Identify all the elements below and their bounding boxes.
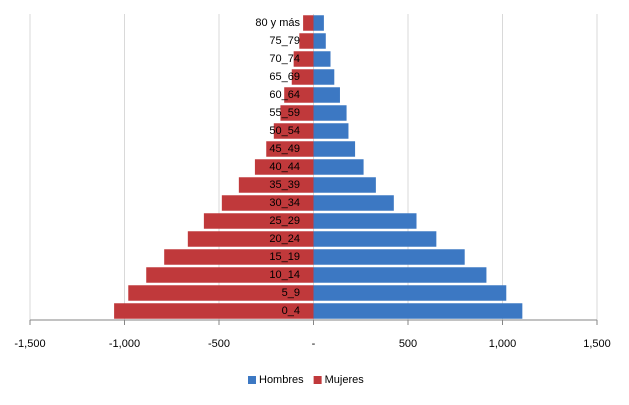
x-tick-label: 1,000 [489, 338, 517, 350]
y-tick-label: 20_24 [269, 233, 300, 245]
y-tick-label: 70_74 [269, 53, 300, 65]
bar [313, 33, 326, 49]
legend-swatch [313, 376, 322, 384]
y-tick-label: 80 y más [255, 17, 300, 29]
bar [313, 177, 376, 193]
bar [313, 15, 324, 31]
y-tick-label: 60_64 [269, 89, 300, 101]
y-tick-label: 65_69 [269, 71, 300, 83]
bar [254, 159, 314, 175]
bar [221, 195, 314, 211]
x-tick-label: - [312, 338, 316, 350]
x-tick-label: 1,500 [583, 338, 611, 350]
bar [128, 285, 314, 301]
bar [284, 87, 314, 103]
legend-item: Mujeres [313, 374, 365, 386]
bar [313, 51, 331, 67]
bar [164, 249, 314, 265]
y-tick-label: 30_34 [269, 197, 300, 209]
bar [299, 33, 314, 49]
bar [266, 141, 314, 157]
y-tick-label: 75_79 [269, 35, 300, 47]
bar [291, 69, 314, 85]
y-tick-label: 55_59 [269, 107, 300, 119]
y-tick-label: 10_14 [269, 269, 300, 281]
bar [303, 15, 314, 31]
bar [313, 69, 335, 85]
x-tick-label: -1,000 [109, 338, 140, 350]
bar [313, 249, 465, 265]
bar [187, 231, 314, 247]
y-tick-label: 45_49 [269, 143, 300, 155]
legend-swatch [248, 376, 256, 384]
bar [313, 231, 437, 247]
y-tick-label: 5_9 [282, 287, 300, 299]
bar [313, 105, 347, 121]
bar [313, 159, 364, 175]
bar [313, 123, 349, 139]
bar [114, 303, 314, 319]
bar [280, 105, 314, 121]
bar [313, 141, 356, 157]
legend-label: Hombres [259, 374, 304, 386]
bar [146, 267, 314, 283]
bar [203, 213, 314, 229]
bar [313, 303, 523, 319]
y-tick-label: 15_19 [269, 251, 300, 263]
bar [238, 177, 314, 193]
x-tick-label: -500 [208, 338, 230, 350]
bar [313, 213, 417, 229]
bar [313, 267, 487, 283]
y-tick-label: 35_39 [269, 179, 300, 191]
y-tick-label: 40_44 [269, 161, 300, 173]
bar [273, 123, 314, 139]
bar [313, 285, 507, 301]
y-tick-label: 0_4 [282, 305, 300, 317]
y-tick-label: 50_54 [269, 125, 300, 137]
x-tick-label: 500 [399, 338, 417, 350]
legend-label: Mujeres [325, 374, 365, 386]
legend-item: Hombres [248, 374, 304, 386]
bar [313, 195, 394, 211]
bar [293, 51, 314, 67]
y-tick-label: 25_29 [269, 215, 300, 227]
x-tick-label: -1,500 [14, 338, 45, 350]
bar [313, 87, 340, 103]
